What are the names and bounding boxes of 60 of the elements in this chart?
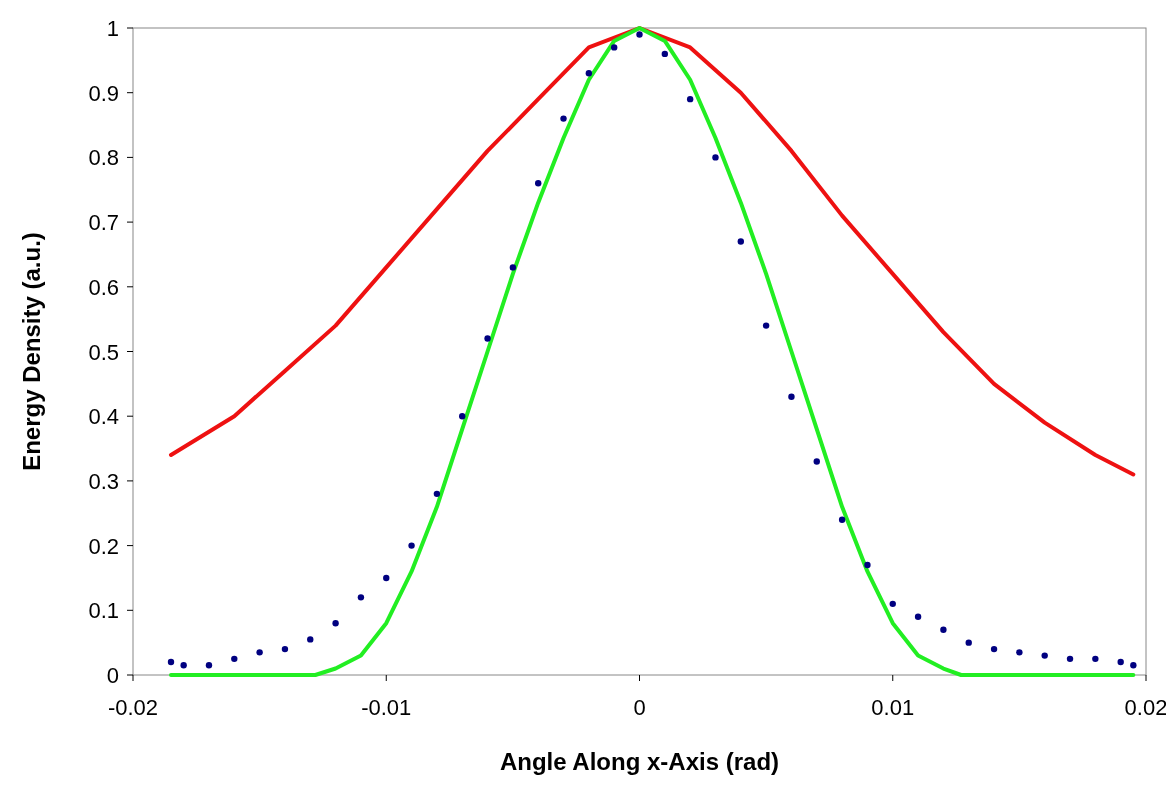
point	[1041, 652, 1048, 659]
x-tick-label: -0.02	[107, 695, 159, 720]
point	[788, 393, 795, 400]
point	[180, 662, 187, 669]
point	[383, 574, 390, 582]
y-tick-label: 0.4	[88, 404, 119, 430]
y-axis-title: Energy Density (a.u.)	[18, 232, 45, 471]
x-tick-label: -0.01	[361, 695, 412, 720]
line-series	[168, 26, 1136, 677]
point	[686, 95, 694, 103]
point	[712, 154, 719, 161]
point	[838, 516, 846, 523]
line-series	[168, 26, 1136, 477]
y-tick-label: 1	[106, 16, 119, 41]
point	[1092, 655, 1099, 663]
point	[256, 649, 263, 656]
point	[914, 613, 922, 620]
point	[509, 264, 517, 271]
point	[357, 594, 365, 601]
point	[167, 658, 175, 666]
point	[307, 636, 314, 643]
point	[585, 70, 593, 77]
point	[408, 542, 415, 549]
y-tick-label: 0.5	[88, 339, 119, 365]
x-axis-title: Angle Along x-Axis (rad)	[499, 748, 780, 775]
point	[433, 490, 441, 498]
point	[762, 322, 770, 329]
point	[636, 31, 643, 38]
point	[940, 626, 947, 633]
point	[560, 115, 567, 122]
y-tick-label: 0.6	[88, 274, 119, 300]
point	[965, 639, 972, 646]
point	[889, 600, 896, 608]
y-tick-label: 0.2	[88, 533, 119, 559]
point	[1016, 649, 1023, 656]
point	[1130, 662, 1137, 669]
point	[610, 44, 618, 51]
y-tick-label: 0.7	[88, 210, 119, 236]
x-tick-label: 0.02	[1124, 695, 1168, 720]
point	[990, 645, 998, 653]
y-tick-label: 0.3	[88, 468, 119, 494]
point	[535, 180, 542, 187]
y-tick-label: 0.9	[88, 80, 119, 106]
point	[661, 50, 669, 58]
point	[332, 620, 339, 627]
point	[231, 655, 238, 663]
point	[1066, 655, 1074, 663]
y-tick-label: 0.1	[88, 598, 119, 624]
y-tick-label: 0.8	[88, 145, 119, 171]
x-tick-label: 0	[633, 695, 646, 720]
point	[737, 238, 744, 245]
point	[484, 335, 491, 342]
y-tick-label: 0	[106, 663, 119, 688]
point	[813, 458, 820, 465]
point	[281, 645, 289, 653]
point	[205, 662, 213, 669]
point	[864, 561, 871, 569]
point	[459, 413, 466, 420]
x-tick-label: 0.01	[871, 695, 915, 720]
point	[1117, 658, 1124, 666]
